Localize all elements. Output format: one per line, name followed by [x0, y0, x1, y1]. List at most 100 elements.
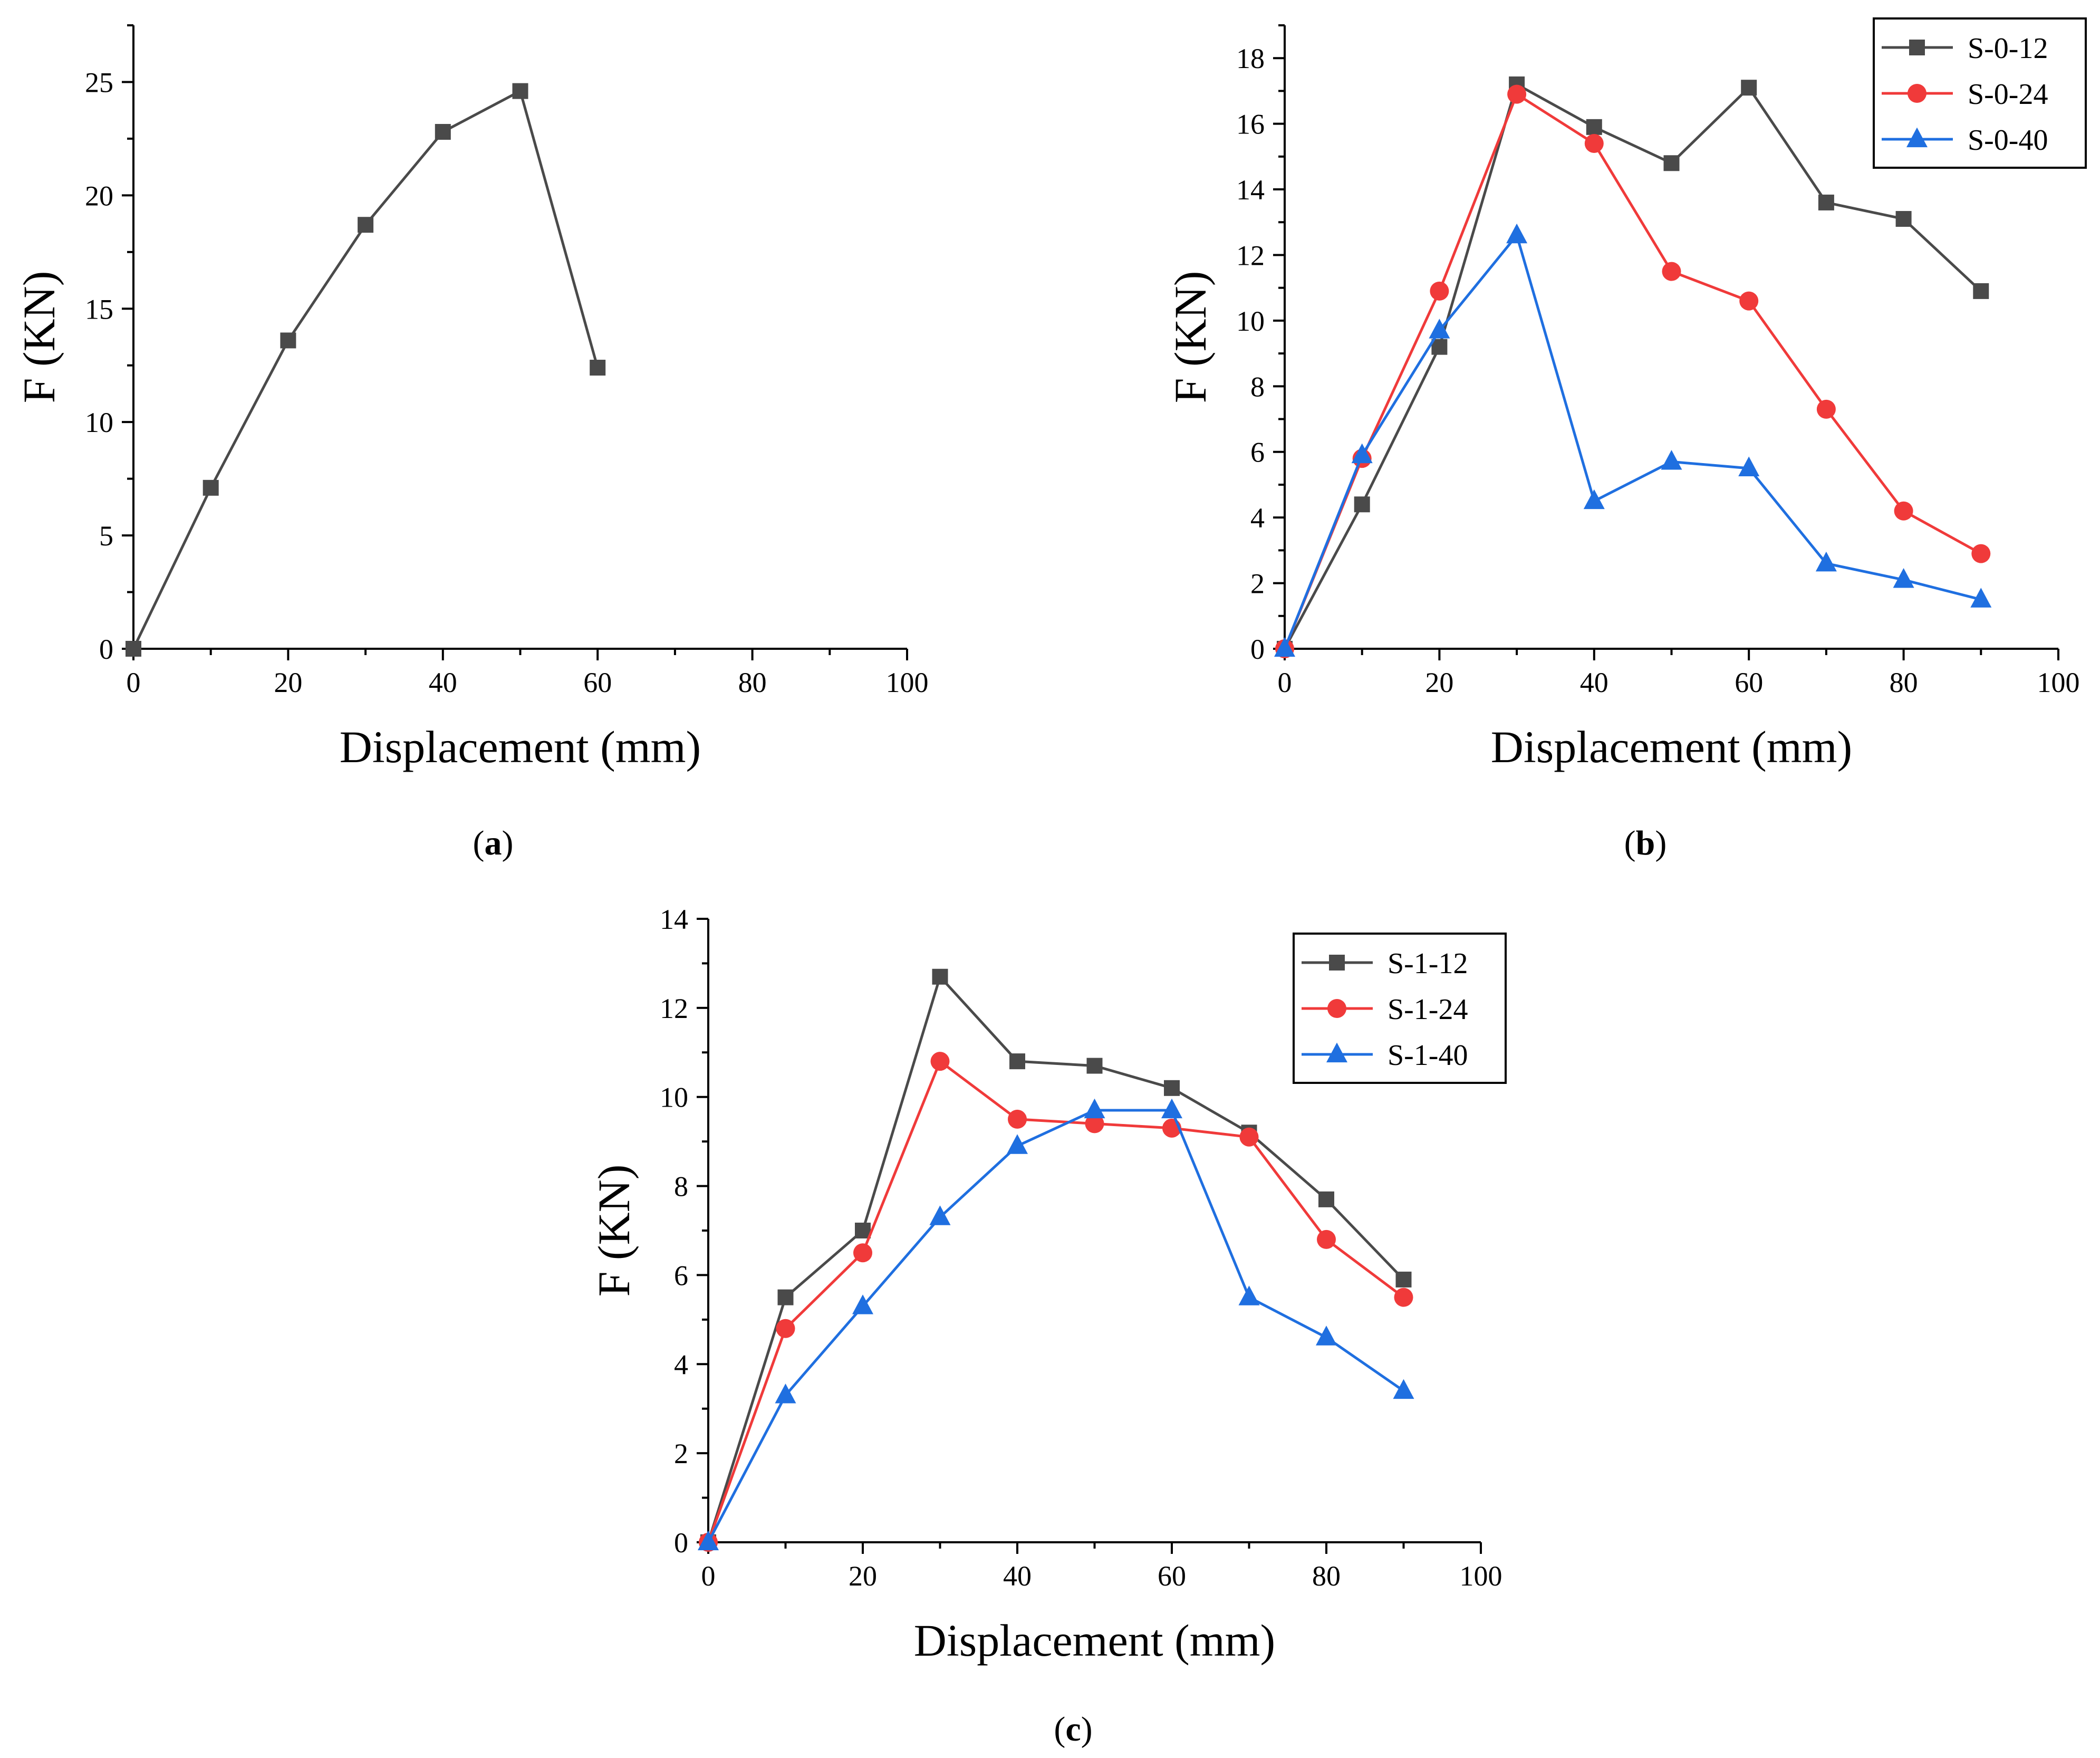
x-tick-label: 20: [1425, 667, 1453, 698]
legend-marker: [1327, 999, 1346, 1018]
x-tick-label: 60: [1158, 1560, 1186, 1592]
data-point: [1583, 489, 1605, 510]
x-tick-label: 60: [1735, 667, 1763, 698]
y-axis-title: F (KN): [589, 1165, 639, 1297]
data-point: [1971, 544, 1991, 563]
data-point: [776, 1319, 795, 1338]
legend-entry: S-1-12: [1302, 947, 1468, 980]
chart-panel-b: 0 20 40 60 80 100 0 2 4 6 8 10 12 14 16 18 Displacement …: [1165, 17, 2087, 862]
data-point: [1431, 339, 1448, 355]
legend-label: S-1-24: [1388, 993, 1468, 1026]
series-line: [707, 975, 1405, 1543]
data-point: [1816, 399, 1836, 419]
legend-label: S-0-40: [1968, 124, 2048, 157]
data-point: [1815, 551, 1837, 572]
legend-entry: S-1-40: [1302, 1039, 1468, 1072]
y-tick-label: 4: [1250, 502, 1265, 534]
series-s-1-12: [700, 968, 1412, 1550]
data-point: [1086, 1058, 1103, 1074]
data-point: [1661, 450, 1682, 470]
y-tick-label: 14: [1236, 174, 1265, 206]
data-point: [1741, 80, 1757, 96]
data-point: [930, 1052, 950, 1071]
chart-panel-c: 0 20 40 60 80 100 0 2 4 6 8 10 12 14 Displacement (mm)…: [589, 904, 1507, 1749]
panel-label: (a): [473, 824, 514, 862]
data-point: [853, 1243, 872, 1263]
legend-label: S-1-40: [1388, 1039, 1468, 1072]
data-point: [775, 1384, 796, 1404]
y-tick-label: 14: [660, 904, 688, 935]
series-line: [1283, 93, 1982, 649]
data-point: [1506, 223, 1528, 244]
data-point: [1894, 501, 1913, 521]
data-point: [1393, 1379, 1414, 1399]
legend-entry: S-0-40: [1882, 124, 2048, 157]
y-tick-label: 16: [1236, 109, 1265, 140]
data-point: [1084, 1098, 1105, 1119]
data-point: [1662, 262, 1681, 281]
data-point: [1507, 84, 1527, 104]
panel-label: (c): [1054, 1710, 1092, 1749]
data-point: [126, 641, 141, 657]
x-tick-label: 20: [849, 1560, 877, 1592]
x-axis-title: Displacement (mm): [1491, 722, 1852, 772]
data-point: [1430, 281, 1449, 301]
legend-entry: S-0-12: [1882, 32, 2048, 65]
data-point: [1970, 588, 1992, 608]
data-point: [1238, 1285, 1260, 1305]
legend-entry: S-0-24: [1882, 78, 2048, 111]
data-point: [512, 83, 528, 99]
y-tick-label: 5: [99, 520, 113, 552]
data-point: [1317, 1229, 1336, 1249]
x-tick-label: 100: [1460, 1560, 1502, 1592]
x-tick-label: 0: [701, 1560, 716, 1592]
legend-label: S-0-24: [1968, 78, 2048, 111]
data-point: [1007, 1134, 1028, 1154]
y-tick-label: 10: [660, 1082, 688, 1113]
x-tick-label: 0: [127, 667, 141, 698]
legend: S-1-12 S-1-24 S-1-40: [1293, 933, 1507, 1084]
legend-label: S-1-12: [1388, 947, 1468, 980]
y-tick-label: 8: [1250, 371, 1265, 402]
data-point: [1239, 1127, 1259, 1147]
legend-marker: [1909, 40, 1925, 55]
data-point: [1893, 568, 1914, 588]
y-tick-label: 6: [674, 1260, 688, 1291]
series-s-0-24: [1275, 84, 1991, 658]
x-tick-label: 40: [429, 667, 457, 698]
series-line: [707, 1109, 1404, 1543]
y-tick-label: 0: [674, 1527, 688, 1559]
data-point: [1085, 1114, 1104, 1133]
data-point: [1584, 133, 1604, 153]
data-point: [1316, 1325, 1337, 1346]
data-point: [852, 1294, 873, 1314]
data-point: [1586, 119, 1602, 135]
x-tick-label: 80: [738, 667, 767, 698]
data-point: [1009, 1053, 1025, 1070]
legend-marker: [1906, 127, 1928, 148]
data-point: [203, 479, 219, 496]
x-tick-label: 100: [2037, 667, 2080, 698]
data-point: [698, 1530, 719, 1551]
data-point: [1274, 637, 1295, 657]
y-tick-label: 10: [85, 407, 113, 438]
series-s-0-40: [1274, 223, 1992, 657]
y-tick-label: 12: [1236, 239, 1265, 271]
legend-marker: [1908, 84, 1926, 103]
series-s-1-24: [699, 1052, 1413, 1552]
y-tick-label: 12: [660, 993, 688, 1024]
series-line: [1283, 234, 1981, 649]
data-point: [777, 1289, 794, 1305]
x-tick-label: 40: [1003, 1560, 1032, 1592]
x-tick-label: 40: [1580, 667, 1608, 698]
y-tick-label: 2: [674, 1438, 688, 1469]
panel-label: (b): [1624, 824, 1667, 862]
y-axis-title: F (KN): [1165, 271, 1216, 404]
x-tick-label: 80: [1312, 1560, 1341, 1592]
data-point: [1895, 211, 1912, 227]
x-axis-title: Displacement (mm): [914, 1615, 1275, 1666]
legend-marker: [1329, 955, 1345, 971]
data-point: [1739, 291, 1759, 311]
series-line: [707, 1060, 1404, 1543]
